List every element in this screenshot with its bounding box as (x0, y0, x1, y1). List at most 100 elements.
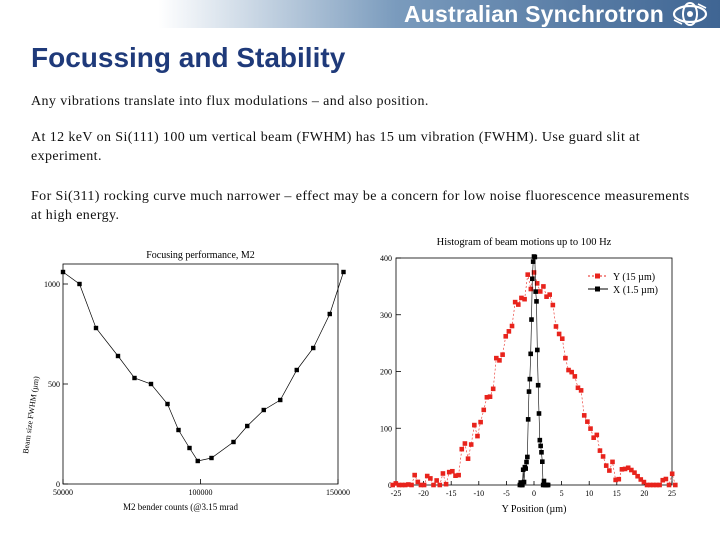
data-point-y (519, 295, 524, 301)
data-point-y (660, 477, 666, 483)
data-point-y (594, 432, 600, 438)
data-point-y (550, 302, 556, 308)
data-point-y (462, 441, 468, 446)
y-tick-label: 100 (380, 424, 392, 433)
x-tick-label: 150000 (326, 488, 350, 497)
data-point-y (443, 481, 449, 487)
data-point-x (537, 437, 543, 443)
data-point-x (530, 259, 536, 264)
data-point-y (406, 482, 411, 487)
paragraph-vibrations: Any vibrations translate into flux modul… (31, 94, 429, 109)
data-point-y (647, 482, 653, 488)
data-point-x (530, 276, 535, 282)
x-tick-label: 0 (532, 489, 536, 498)
data-point-y (553, 324, 559, 329)
y-tick-label: 300 (380, 311, 392, 320)
x-tick-label: -25 (391, 489, 402, 498)
data-point-y (654, 482, 659, 488)
data-point-y (544, 294, 549, 299)
data-point-y (669, 471, 675, 477)
data-point-x (526, 389, 532, 394)
data-point-y (459, 446, 465, 452)
data-point-y (428, 476, 433, 481)
data-point-x (528, 351, 533, 357)
chart-title: Histogram of beam motions up to 100 Hz (437, 237, 612, 248)
data-point-y (635, 473, 640, 479)
data-point-y (465, 456, 471, 461)
data-point-x (521, 479, 527, 485)
series-line-y (392, 272, 676, 486)
data-point-y (641, 479, 647, 485)
legend-label: Y (15 µm) (613, 272, 655, 283)
data-point-x (529, 317, 534, 322)
data-point-y (431, 482, 436, 488)
x-axis-label: M2 bender counts (@3.15 mrad (123, 502, 239, 512)
data-point-y (512, 299, 518, 305)
data-point-x (534, 299, 539, 304)
data-point-y (506, 329, 512, 334)
data-point (245, 423, 250, 429)
data-point-y (607, 468, 612, 473)
data-point-y (531, 270, 537, 275)
data-point-y (534, 281, 540, 286)
data-point-y (481, 407, 487, 413)
data-point-x (524, 459, 529, 465)
data-point-y (475, 433, 480, 439)
data-point-x (538, 443, 543, 449)
y-tick-label: 200 (380, 368, 392, 377)
data-point-y (418, 482, 424, 488)
x-tick-label: 50000 (53, 488, 73, 497)
data-point-y (657, 482, 662, 488)
slide-title: Focussing and Stability (31, 42, 346, 73)
data-point-y (537, 289, 543, 294)
data-point-y (572, 374, 578, 379)
data-point-y (515, 302, 521, 307)
y-tick-label: 400 (380, 254, 392, 263)
data-point (311, 345, 316, 351)
data-point-y (503, 334, 509, 339)
data-point (60, 269, 66, 275)
data-point-y (638, 477, 644, 482)
x-tick-label: -15 (446, 489, 457, 498)
x-axis-label: Y Position (µm) (502, 504, 567, 515)
data-point-y (399, 482, 405, 488)
data-point-y (472, 422, 477, 428)
data-point-y (453, 473, 458, 478)
data-point-x (536, 411, 542, 416)
data-point-y (402, 482, 408, 488)
data-point-y (569, 369, 574, 375)
data-point (165, 401, 170, 407)
data-point-x (533, 289, 538, 294)
data-point-x (523, 466, 528, 471)
data-point-x (541, 478, 547, 484)
y-axis-label: Beam size FWHM (µm) (21, 375, 41, 454)
data-point-y (487, 394, 493, 399)
focusing-performance-chart: Focusing performance, M2 0 500 1000 50000 100… (21, 250, 350, 512)
data-point (93, 325, 99, 331)
data-point-x (540, 459, 545, 464)
data-point-y (556, 331, 562, 337)
data-point (341, 269, 346, 275)
data-point-x (518, 480, 524, 485)
data-point-y (563, 355, 568, 361)
data-point-y (393, 481, 399, 486)
data-point-x (532, 254, 538, 260)
legend-marker (595, 273, 600, 279)
data-point (77, 281, 82, 287)
data-point-x (525, 454, 530, 460)
header-banner: Australian Synchrotron (0, 0, 720, 28)
data-point-y (578, 388, 584, 393)
data-point-y (547, 292, 553, 297)
beam-motion-histogram-chart: Histogram of beam motions up to 100 Hz 0 1… (380, 237, 678, 515)
data-point-y (509, 323, 515, 329)
data-point-y (619, 467, 625, 472)
data-point-y (440, 471, 446, 476)
data-point-y (494, 355, 499, 361)
data-point-y (625, 465, 631, 471)
data-point (261, 407, 266, 413)
data-point-y (412, 472, 417, 478)
data-point-y (525, 272, 531, 277)
data-point-y (456, 472, 461, 478)
data-point-y (541, 284, 546, 289)
data-point-x (527, 376, 533, 382)
